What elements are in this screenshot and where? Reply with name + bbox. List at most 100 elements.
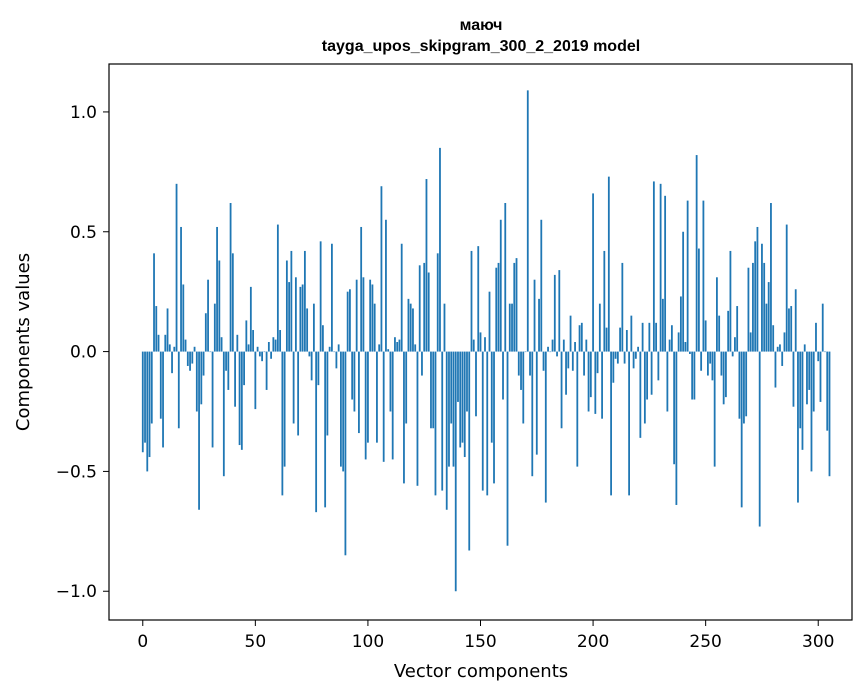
bar-component-36	[222, 351, 225, 477]
bar-component-167	[517, 351, 520, 376]
bar-component-271	[752, 262, 754, 352]
bar-component-290	[794, 289, 797, 352]
bar-component-231	[661, 298, 664, 352]
bar-component-193	[576, 351, 579, 467]
bar-component-72	[303, 250, 306, 352]
bar-component-63	[283, 351, 286, 467]
bar-component-89	[342, 351, 345, 472]
bar-component-55	[265, 351, 268, 390]
bar-component-204	[601, 351, 603, 419]
bar-component-35	[220, 337, 223, 352]
bar-component-83	[328, 346, 331, 352]
bar-component-293	[801, 351, 804, 450]
bar-component-180	[547, 346, 549, 352]
bar-component-178	[542, 351, 545, 371]
bar-component-22	[191, 351, 194, 364]
bar-component-224	[646, 351, 649, 400]
bar-component-296	[808, 351, 811, 390]
bar-component-260	[727, 310, 730, 352]
bar-component-192	[574, 342, 576, 352]
bar-component-157	[495, 267, 498, 352]
bar-component-32	[213, 303, 216, 352]
bar-component-175	[535, 351, 538, 455]
bar-component-251	[707, 351, 709, 376]
bar-component-118	[407, 298, 410, 352]
bar-component-222	[641, 322, 644, 352]
bar-component-253	[711, 351, 714, 381]
bar-component-124	[421, 351, 423, 376]
bar-component-143	[463, 351, 466, 458]
bar-component-203	[598, 303, 601, 352]
bar-component-145	[468, 351, 471, 551]
bar-component-149	[477, 246, 480, 352]
bar-component-247	[697, 248, 700, 352]
y-tick-label: −1.0	[56, 582, 97, 602]
bar-component-238	[677, 332, 680, 352]
bar-component-79	[319, 241, 322, 352]
bar-component-6	[155, 306, 158, 352]
bar-component-264	[736, 306, 739, 352]
bar-component-228	[655, 322, 658, 352]
bar-component-268	[745, 351, 748, 417]
bar-component-135	[445, 351, 448, 510]
bar-component-122	[416, 351, 419, 486]
bar-component-182	[551, 339, 554, 352]
bar-component-250	[704, 320, 707, 352]
bar-component-244	[691, 351, 694, 400]
bar-component-255	[716, 277, 718, 352]
bar-component-176	[538, 298, 540, 352]
bar-component-8	[159, 351, 162, 419]
bar-component-155	[490, 351, 493, 443]
bar-component-28	[204, 313, 207, 352]
bar-component-46	[245, 320, 248, 352]
bar-component-201	[594, 351, 597, 414]
bar-component-168	[520, 351, 522, 390]
bar-component-59	[274, 339, 277, 352]
bar-component-24	[195, 351, 198, 412]
bar-component-158	[497, 262, 500, 352]
bars-group	[141, 90, 831, 592]
bar-component-21	[189, 351, 191, 371]
bar-component-100	[367, 351, 369, 443]
bar-component-56	[267, 342, 270, 352]
bar-component-194	[578, 325, 581, 352]
bar-component-266	[740, 351, 743, 508]
bar-component-172	[529, 351, 531, 376]
y-axis-label: Components values	[13, 253, 34, 431]
bar-component-33	[216, 226, 218, 352]
bar-component-276	[763, 262, 766, 352]
bar-component-69	[297, 351, 300, 436]
bar-component-132	[439, 147, 441, 352]
bar-component-82	[326, 351, 329, 436]
bar-component-257	[720, 351, 723, 376]
x-tick-label: 0	[137, 632, 148, 652]
bar-component-277	[765, 303, 768, 352]
bar-component-270	[749, 332, 752, 352]
bar-component-199	[589, 351, 592, 398]
bar-component-261	[729, 250, 732, 352]
bar-component-219	[634, 351, 637, 359]
bar-component-221	[639, 351, 642, 438]
bar-component-129	[432, 351, 435, 429]
bar-component-274	[758, 351, 761, 527]
bar-component-14	[173, 346, 176, 352]
bar-component-170	[524, 351, 527, 353]
bar-component-209	[612, 351, 615, 383]
bar-component-128	[430, 351, 432, 429]
bar-component-120	[412, 308, 414, 352]
bar-component-96	[358, 351, 360, 434]
bar-component-144	[466, 351, 468, 412]
bar-component-286	[785, 224, 788, 352]
bar-component-116	[403, 351, 405, 484]
bar-component-53	[261, 351, 264, 362]
bar-component-1	[144, 351, 146, 443]
bar-component-198	[587, 351, 590, 412]
bar-component-85	[333, 351, 336, 353]
bar-component-152	[484, 337, 486, 352]
bar-component-220	[637, 346, 640, 352]
bar-component-304	[826, 351, 829, 431]
bar-component-156	[493, 351, 495, 484]
bar-component-108	[385, 219, 387, 352]
bar-component-236	[673, 351, 676, 465]
